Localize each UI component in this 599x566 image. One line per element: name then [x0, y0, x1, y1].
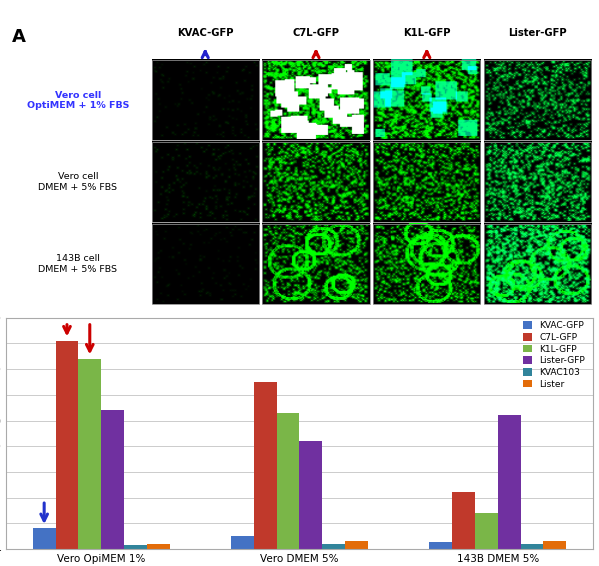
Text: K1L-GFP: K1L-GFP [403, 28, 450, 38]
Bar [373, 60, 480, 140]
Bar [33, 529, 56, 549]
Legend: KVAC-GFP, C7L-GFP, K1L-GFP, Lister-GFP, KVAC103, Lister: KVAC-GFP, C7L-GFP, K1L-GFP, Lister-GFP, … [519, 318, 588, 392]
Bar [498, 415, 521, 549]
Text: KVAC-GFP: KVAC-GFP [177, 28, 234, 38]
Bar [373, 224, 480, 304]
Text: Vero cell
OptiMEM + 1% FBS: Vero cell OptiMEM + 1% FBS [27, 91, 129, 110]
Bar [484, 60, 591, 140]
Bar [262, 142, 370, 222]
Bar [152, 60, 259, 140]
Bar [231, 536, 254, 549]
Bar [484, 224, 591, 304]
Bar [152, 142, 259, 222]
Bar [262, 224, 370, 304]
Bar [78, 359, 101, 549]
Bar [262, 60, 370, 140]
Bar [277, 413, 300, 549]
Bar [101, 410, 124, 549]
Bar [124, 545, 147, 549]
Bar [322, 544, 345, 549]
Bar [429, 542, 452, 549]
Bar [373, 142, 480, 222]
Text: Lister-GFP: Lister-GFP [509, 28, 567, 38]
Text: A: A [12, 28, 26, 46]
Bar [152, 224, 259, 304]
Bar [543, 541, 566, 549]
Text: Vero cell
DMEM + 5% FBS: Vero cell DMEM + 5% FBS [38, 173, 117, 192]
Text: C7L-GFP: C7L-GFP [292, 28, 340, 38]
Bar [254, 382, 277, 549]
Bar [56, 341, 78, 549]
Bar [147, 544, 170, 549]
Bar [300, 441, 322, 549]
Text: 143B cell
DMEM + 5% FBS: 143B cell DMEM + 5% FBS [38, 254, 117, 273]
Bar [475, 513, 498, 549]
Bar [521, 544, 543, 549]
Bar [345, 541, 368, 549]
Bar [484, 142, 591, 222]
Bar [452, 492, 475, 549]
